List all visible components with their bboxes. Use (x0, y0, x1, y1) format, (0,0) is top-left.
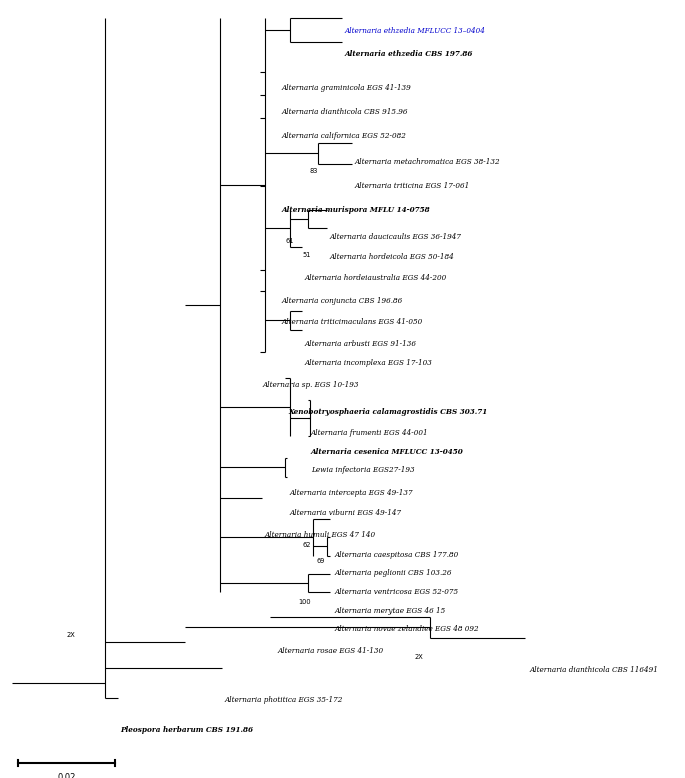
Text: Alternaria triticimaculans EGS 41-050: Alternaria triticimaculans EGS 41-050 (282, 318, 423, 326)
Text: 69: 69 (316, 558, 325, 564)
Text: 83: 83 (310, 168, 318, 174)
Text: Alternaria murispora MFLU 14-0758: Alternaria murispora MFLU 14-0758 (282, 206, 431, 214)
Text: Alternaria frumenti EGS 44-001: Alternaria frumenti EGS 44-001 (311, 429, 429, 437)
Text: Alternaria hordeicola EGS 50-184: Alternaria hordeicola EGS 50-184 (330, 253, 455, 261)
Text: Alternaria photitica EGS 35-172: Alternaria photitica EGS 35-172 (225, 696, 343, 704)
Text: Alternaria hordeiaustralia EGS 44-200: Alternaria hordeiaustralia EGS 44-200 (305, 274, 447, 282)
Text: Alternaria metachromatica EGS 38-132: Alternaria metachromatica EGS 38-132 (355, 158, 501, 166)
Text: Alternaria ventricosa EGS 52-075: Alternaria ventricosa EGS 52-075 (335, 588, 459, 596)
Text: Alternaria humuli EGS 47 140: Alternaria humuli EGS 47 140 (265, 531, 376, 539)
Text: Alternaria daucicaulis EGS 36-1947: Alternaria daucicaulis EGS 36-1947 (330, 233, 462, 241)
Text: Alternaria incomplexa EGS 17-103: Alternaria incomplexa EGS 17-103 (305, 359, 433, 367)
Text: 2X: 2X (415, 654, 424, 660)
Text: 0.02: 0.02 (58, 773, 75, 778)
Text: Alternaria triticina EGS 17-061: Alternaria triticina EGS 17-061 (355, 182, 470, 190)
Text: Alternaria dianthicola CBS 116491: Alternaria dianthicola CBS 116491 (530, 666, 659, 674)
Text: Alternaria conjuncta CBS 196.86: Alternaria conjuncta CBS 196.86 (282, 297, 403, 305)
Text: 2X: 2X (67, 632, 76, 638)
Text: Pleospora herbarum CBS 191.86: Pleospora herbarum CBS 191.86 (120, 726, 253, 734)
Text: Alternaria ethzedia MFLUCC 13–0404: Alternaria ethzedia MFLUCC 13–0404 (345, 27, 486, 35)
Text: 100: 100 (299, 599, 311, 605)
Text: Alternaria viburni EGS 49-147: Alternaria viburni EGS 49-147 (290, 509, 402, 517)
Text: Alternaria arbusti EGS 91-136: Alternaria arbusti EGS 91-136 (305, 340, 417, 348)
Text: Alternaria intercepta EGS 49-137: Alternaria intercepta EGS 49-137 (290, 489, 414, 497)
Text: Alternaria cesenica MFLUCC 13-0450: Alternaria cesenica MFLUCC 13-0450 (311, 448, 464, 456)
Text: Xenobotryosphaeria calamagrostidis CBS 303.71: Xenobotryosphaeria calamagrostidis CBS 3… (288, 408, 487, 416)
Text: Alternaria graminicola EGS 41-139: Alternaria graminicola EGS 41-139 (282, 84, 412, 92)
Text: Alternaria dianthicola CBS 915.96: Alternaria dianthicola CBS 915.96 (282, 108, 408, 116)
Text: Lewia infectoria EGS27-193: Lewia infectoria EGS27-193 (311, 466, 414, 474)
Text: Alternaria sp. EGS 10-193: Alternaria sp. EGS 10-193 (263, 381, 360, 389)
Text: Alternaria merytae EGS 46 15: Alternaria merytae EGS 46 15 (335, 607, 446, 615)
Text: Alternaria ethzedia CBS 197.86: Alternaria ethzedia CBS 197.86 (345, 50, 473, 58)
Text: 51: 51 (303, 252, 311, 258)
Text: Alternaria novae zelandiee EGS 48 092: Alternaria novae zelandiee EGS 48 092 (335, 625, 479, 633)
Text: Alternaria peglionii CBS 103.26: Alternaria peglionii CBS 103.26 (335, 569, 453, 577)
Text: 62: 62 (303, 542, 311, 548)
Text: 61: 61 (286, 238, 294, 244)
Text: Alternaria caespitosa CBS 177.80: Alternaria caespitosa CBS 177.80 (335, 551, 459, 559)
Text: Alternaria californica EGS 52-082: Alternaria californica EGS 52-082 (282, 132, 407, 140)
Text: Alternaria rosae EGS 41-130: Alternaria rosae EGS 41-130 (278, 647, 384, 655)
